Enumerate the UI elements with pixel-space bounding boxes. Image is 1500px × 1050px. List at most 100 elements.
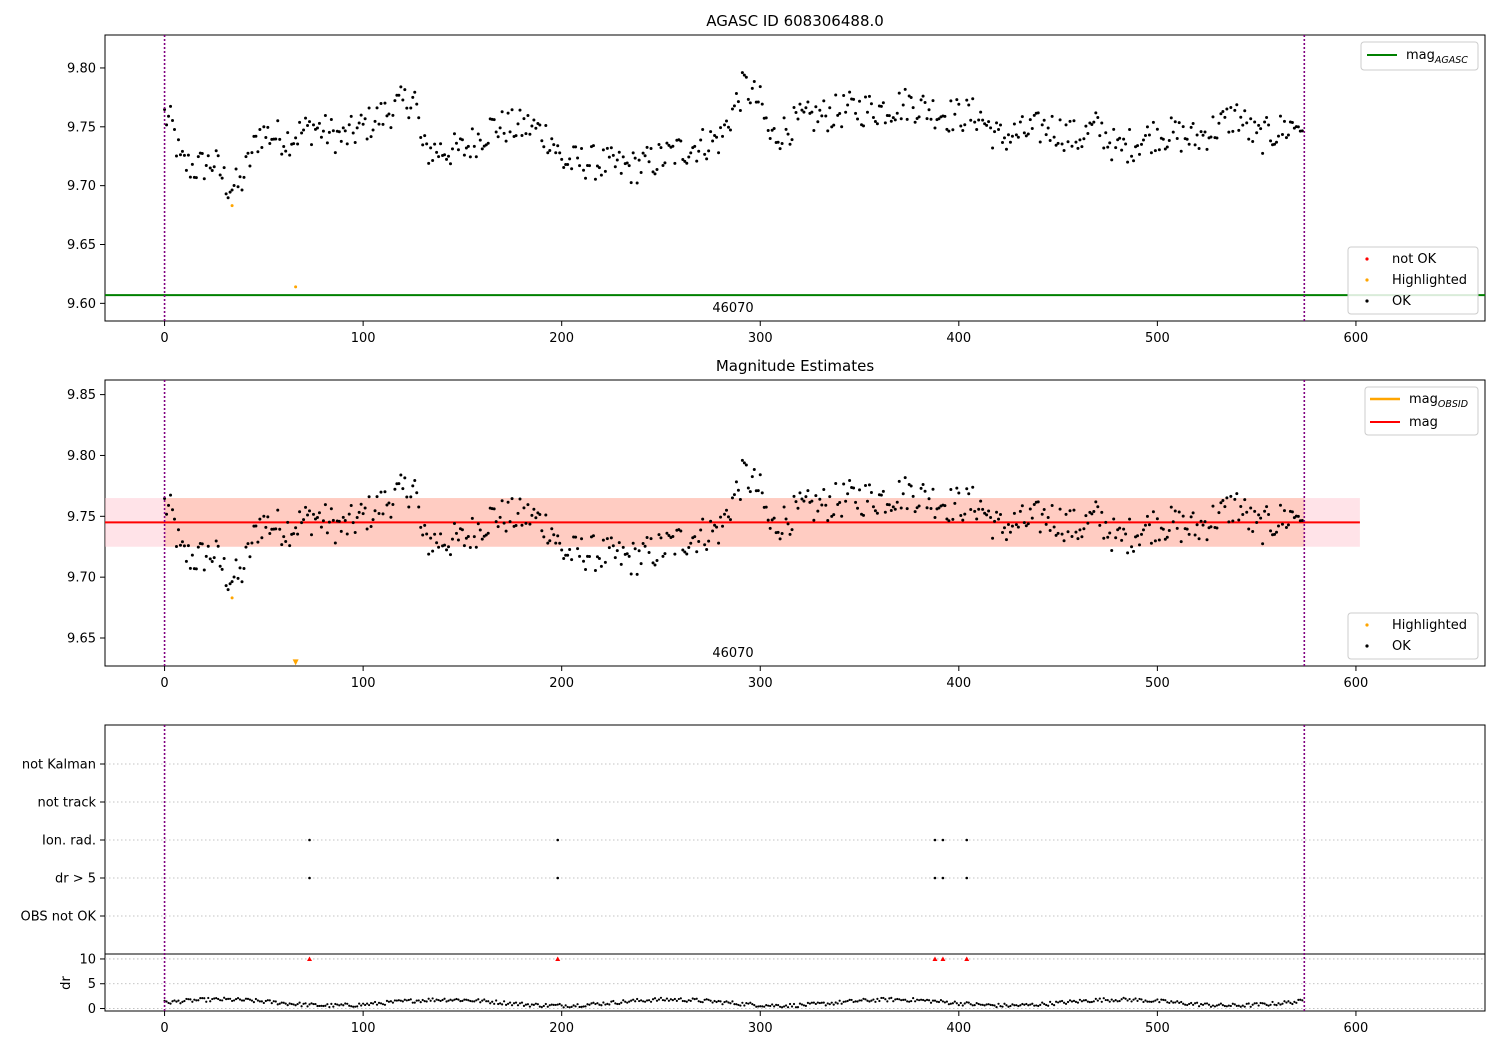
ok-point <box>381 512 385 516</box>
ok-point <box>591 144 595 148</box>
dr-point <box>419 1001 422 1004</box>
dr-point <box>1090 1000 1093 1004</box>
ok-point <box>454 531 458 535</box>
ok-point <box>663 552 667 556</box>
ok-point <box>1086 521 1090 525</box>
ok-point <box>478 138 482 142</box>
ok-point <box>194 567 198 571</box>
ok-point <box>1096 505 1100 509</box>
dr-point <box>1162 998 1165 1001</box>
ok-point <box>951 128 955 132</box>
dr-point <box>1144 999 1147 1002</box>
panel2-legend-mag-obsid: magOBSID <box>1409 392 1468 410</box>
dr-point <box>354 1005 357 1008</box>
ok-point <box>228 190 232 194</box>
dr-point <box>391 1001 395 1004</box>
dr-point <box>570 1005 573 1008</box>
ok-point <box>917 115 921 119</box>
dr-point <box>203 997 206 1000</box>
ok-point <box>580 147 584 151</box>
ok-point <box>788 142 792 146</box>
ok-point <box>764 505 768 509</box>
dr-point <box>1037 1004 1040 1008</box>
ok-point <box>701 128 705 132</box>
ok-point <box>514 523 518 527</box>
dr-point <box>1021 1002 1024 1006</box>
dr-point <box>580 1005 583 1008</box>
ok-point <box>258 517 262 521</box>
panel2-xtick-label: 300 <box>748 676 773 691</box>
ok-point <box>1167 529 1171 533</box>
dr-point <box>395 999 398 1002</box>
ok-point <box>466 144 470 148</box>
dr-point <box>1289 1001 1292 1004</box>
ok-point <box>830 125 834 129</box>
dr-point <box>485 1000 488 1003</box>
ok-point <box>633 156 637 160</box>
dr-clipped-marker <box>964 956 970 961</box>
ok-point <box>230 580 234 584</box>
ok-point <box>995 510 999 514</box>
ok-point <box>869 491 873 495</box>
ok-point <box>597 556 601 560</box>
dr-point <box>923 999 927 1002</box>
ok-point <box>784 127 788 131</box>
dr-point <box>1051 1003 1054 1006</box>
dr-point <box>445 1000 448 1003</box>
ok-point <box>542 535 546 539</box>
dr-point <box>961 1004 964 1007</box>
dr-point <box>731 1000 734 1003</box>
dr-point <box>1231 1002 1234 1005</box>
ok-point <box>887 503 891 507</box>
ok-point <box>844 499 848 503</box>
panel2-lower-legend: Highlighted OK <box>1347 612 1479 660</box>
ok-point <box>1122 137 1126 141</box>
dr-point <box>499 1002 502 1005</box>
dr-point <box>423 1000 426 1003</box>
ok-point <box>200 542 204 546</box>
ok-point <box>333 541 337 545</box>
dr-point <box>1013 1004 1016 1007</box>
ok-point <box>1175 137 1179 141</box>
dr-point <box>497 1002 500 1006</box>
ok-point <box>526 503 530 507</box>
ok-point <box>403 88 407 92</box>
dr-point <box>1295 1001 1298 1004</box>
ok-point <box>268 141 272 145</box>
ok-point <box>818 497 822 501</box>
dr-point <box>707 998 710 1001</box>
ok-point <box>176 138 180 142</box>
dr-point <box>1213 1005 1217 1008</box>
dr-point <box>1249 1005 1252 1008</box>
ok-point <box>744 75 748 79</box>
ok-point <box>838 501 842 505</box>
ok-point <box>323 113 327 117</box>
ok-point <box>1175 526 1179 530</box>
ok-point <box>387 501 391 505</box>
dr-point <box>844 1000 847 1003</box>
ok-point <box>1273 532 1277 536</box>
flag-point <box>965 838 969 842</box>
dr-point <box>503 1000 506 1003</box>
dr-point <box>520 1001 524 1004</box>
dr-point <box>856 1000 859 1003</box>
ok-point <box>647 550 651 554</box>
ok-point <box>1074 140 1078 144</box>
ok-point <box>387 112 391 116</box>
dr-point <box>483 998 486 1001</box>
ok-point <box>1247 527 1251 531</box>
ok-point <box>750 475 754 479</box>
dr-point <box>743 1004 746 1007</box>
ok-point <box>965 487 969 491</box>
ok-point <box>1028 118 1032 122</box>
dr-point <box>246 997 250 1000</box>
dr-point <box>447 999 450 1002</box>
ok-point <box>905 507 909 511</box>
ok-point <box>427 552 431 556</box>
ok-point <box>355 515 359 519</box>
panel1-xtick-label: 300 <box>748 331 773 346</box>
ok-point <box>1177 121 1181 125</box>
ok-point <box>724 508 728 512</box>
dr-point <box>294 1004 297 1007</box>
dr-point <box>669 998 672 1001</box>
